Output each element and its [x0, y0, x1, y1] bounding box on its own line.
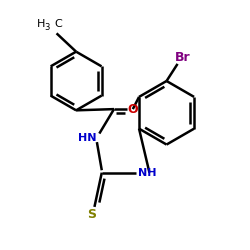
Text: O: O	[128, 102, 138, 116]
Text: NH: NH	[138, 168, 156, 178]
Text: S: S	[88, 208, 96, 221]
Text: Br: Br	[175, 51, 190, 64]
Text: C: C	[54, 18, 62, 28]
Text: H: H	[37, 18, 46, 28]
Text: 3: 3	[44, 23, 50, 32]
Text: HN: HN	[78, 134, 96, 143]
